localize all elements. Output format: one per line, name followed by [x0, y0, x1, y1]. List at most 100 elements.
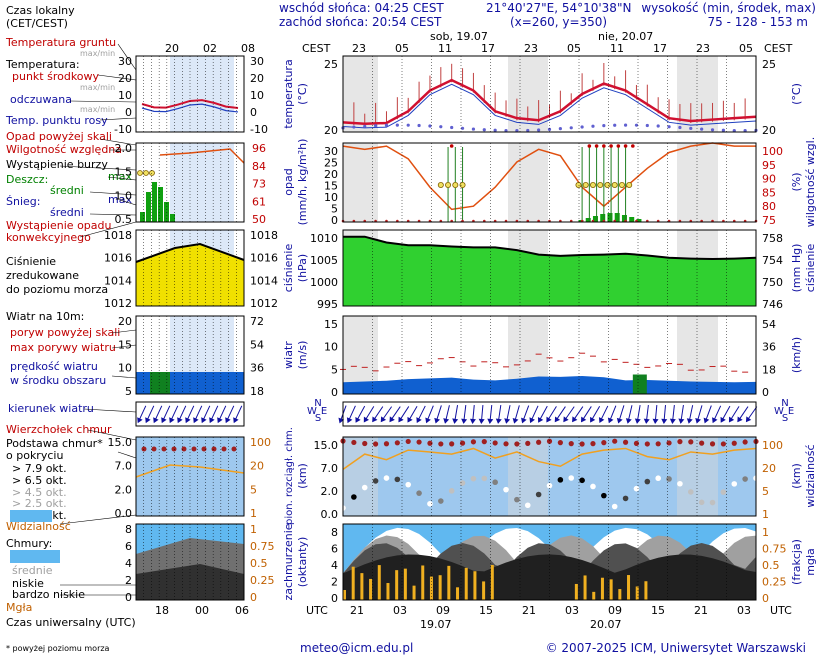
email-link[interactable]: meteo@icm.edu.pl: [300, 641, 413, 655]
legend-storm-top: [161, 446, 167, 452]
cloud-base-dot: [611, 503, 618, 510]
wind-arrow: [546, 406, 557, 423]
dew-point-dot: [515, 129, 519, 133]
main-tick: 20: [324, 124, 338, 137]
main-tick: 10: [324, 191, 338, 204]
legend-tick: 1016: [250, 252, 278, 265]
cloud-base-dot: [720, 489, 727, 495]
sunset-text: zachód słońca: 20:54 CEST: [279, 15, 442, 29]
wind-arrow: [703, 405, 712, 424]
legend-precip-bar: [152, 182, 157, 222]
legend-wind-arrow: [217, 405, 227, 424]
wind-arrow: [634, 405, 641, 424]
main-tick: 25: [762, 58, 776, 71]
utc-hour: 09: [608, 604, 622, 617]
legend-tick: 50: [252, 213, 266, 226]
cloud-base-label-2: o pokryciu: [6, 449, 63, 462]
main-tick: 0: [331, 592, 338, 605]
cest-hour: 17: [481, 42, 495, 55]
legend-storm-marker: [149, 170, 155, 176]
storm-top-dot: [688, 439, 694, 445]
main-tick: 0: [331, 214, 338, 227]
wind-dir-panel: [342, 401, 757, 427]
cloud-base-dot: [644, 478, 651, 485]
legend-storm-top: [151, 446, 157, 452]
cloud-base-dot: [416, 490, 422, 496]
legend-tick: 1018: [104, 229, 132, 242]
dew-label: Temp. punktu rosy: [5, 114, 108, 127]
wind-arrow: [504, 405, 511, 424]
cover-ylabel: zachmurzenie: [282, 523, 295, 600]
legend-tick: 0: [125, 591, 132, 604]
wind-arrow: [661, 404, 668, 424]
storm-top-dot: [449, 441, 455, 447]
storm-top-dot: [416, 439, 422, 445]
main-tick: 758: [762, 232, 783, 245]
legend-tick: 30: [250, 55, 264, 68]
legend-tick: 0.5: [115, 213, 133, 226]
legend-storm-marker: [143, 170, 149, 176]
dew-point-dot: [623, 123, 628, 127]
temp-line: [342, 78, 757, 125]
cest-hour: 23: [352, 42, 366, 55]
storm-top-dot: [579, 441, 585, 447]
legend-tick: 7.0: [115, 460, 133, 473]
legend-precip-bar: [140, 212, 145, 222]
precip-ylabel: opad: [282, 168, 295, 195]
utc-hour: 21: [694, 604, 708, 617]
wind-unit: (m/s): [296, 341, 309, 370]
wind-arrow: [598, 405, 609, 423]
storm-label: Wystąpienie burzy: [6, 158, 108, 171]
utc-hour: 09: [436, 604, 450, 617]
wind-ylabel: wiatr: [282, 341, 295, 369]
fog-bar: [377, 565, 381, 600]
storm-top-dot: [351, 439, 357, 446]
legend-tick: 100: [250, 436, 271, 449]
cloud-base-dot: [579, 477, 585, 484]
dew-point-dot: [493, 128, 497, 132]
fog-bar: [395, 570, 399, 600]
clouds-label: Chmury:: [6, 537, 52, 550]
wind-arrow: [581, 406, 592, 423]
legend-tick: 1016: [104, 252, 132, 265]
cloud-base-dot: [448, 488, 455, 494]
conv-label-1: Wystąpienie opadu: [6, 219, 111, 232]
main-tick: 750: [762, 276, 783, 289]
fog-bar: [403, 568, 407, 600]
legend-tick: 36: [250, 362, 264, 375]
night-band: [677, 316, 718, 394]
main-tick: 95: [762, 159, 776, 172]
main-tick: 1005: [310, 254, 338, 267]
precip-overflow-dot: [616, 144, 621, 148]
legend-tick: 2: [125, 574, 132, 587]
main-tick: 0.25: [762, 576, 787, 589]
wind-arrow: [363, 406, 375, 423]
cloud-base-dot: [351, 494, 357, 500]
pres-right-ylabel: ciśnienie: [804, 244, 817, 293]
legend-wind-arrow: [169, 405, 179, 424]
vis-ylabel: widzialność: [804, 444, 817, 507]
legend-humidity-line: [159, 148, 245, 164]
cloud-base-dot: [687, 489, 694, 495]
fog-bar: [583, 575, 587, 600]
storm-top-dot: [405, 438, 411, 445]
storm-marker: [452, 181, 459, 188]
cest-hour: 11: [610, 42, 624, 55]
cloud-base-dot: [514, 496, 520, 503]
legend-connector: [117, 43, 137, 71]
storm-top-dot: [427, 440, 433, 446]
dew-point-dot: [700, 127, 704, 131]
wind-arrow: [443, 405, 450, 424]
coords-text: 21°40'27"E, 54°10'38"N: [486, 1, 631, 15]
cest-hour: 05: [395, 42, 409, 55]
pressure-label-2: zredukowane: [6, 269, 79, 282]
pressure-area: [343, 236, 756, 306]
main-tick: 100: [762, 145, 783, 158]
legend-precip-bar: [170, 214, 175, 222]
legend-tick: 2.0: [115, 483, 133, 496]
cloud-base-dot: [731, 481, 738, 487]
fog-bar: [600, 577, 604, 600]
main-tick: 0: [762, 592, 769, 605]
storm-top-dot: [362, 440, 368, 447]
